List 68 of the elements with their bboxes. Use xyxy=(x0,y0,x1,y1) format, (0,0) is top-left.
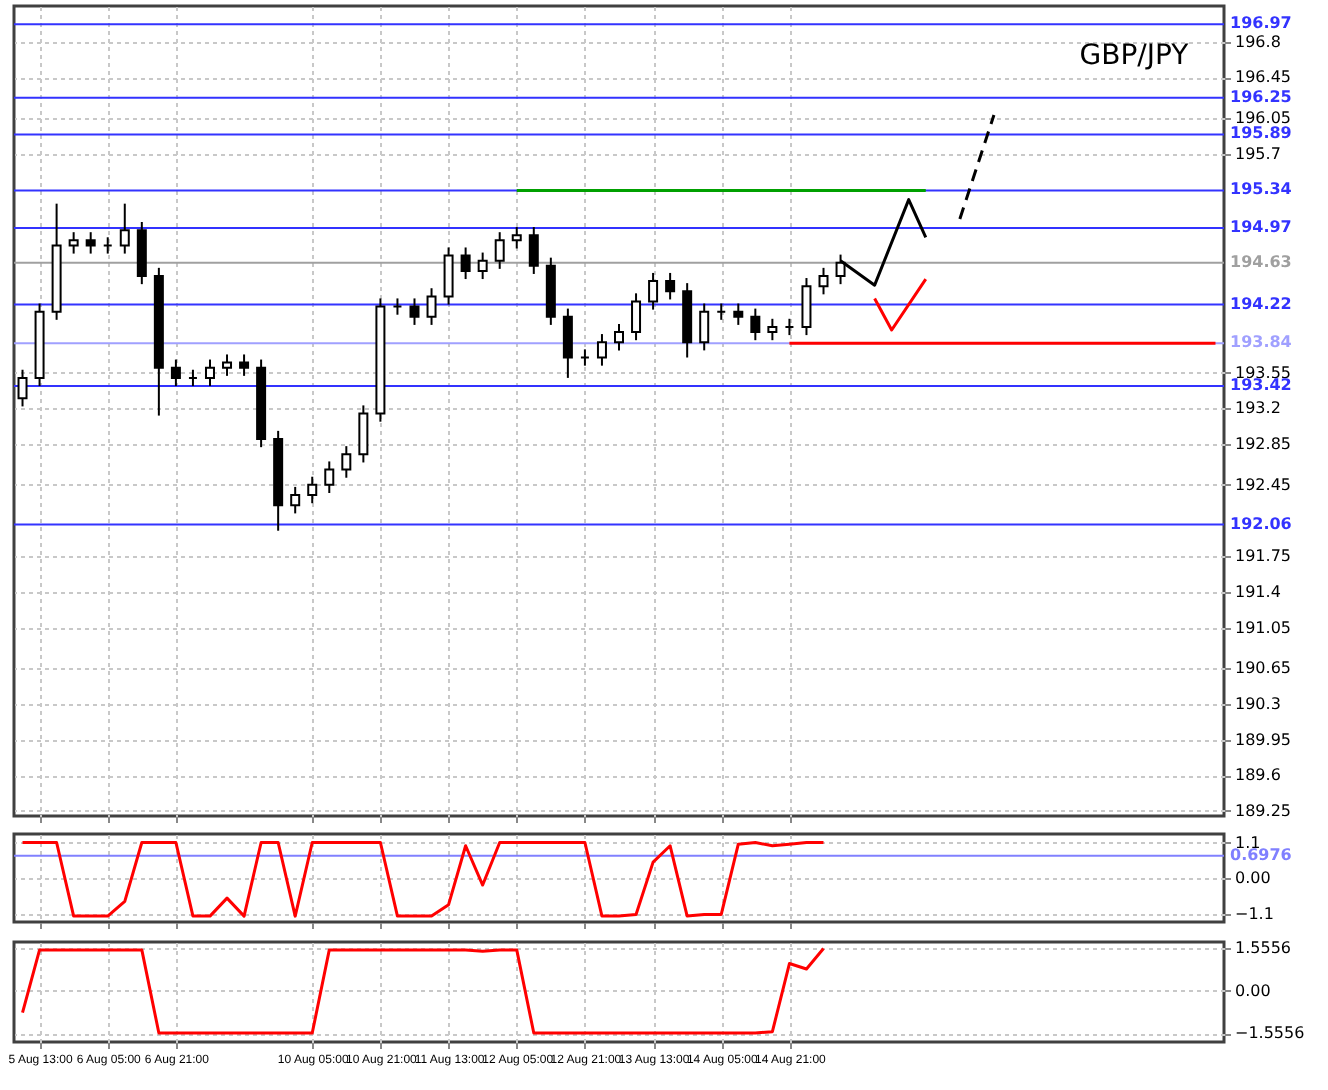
y-tick-label: 190.3 xyxy=(1235,694,1281,713)
y-tick-label: 189.95 xyxy=(1235,730,1291,749)
candlestick xyxy=(204,358,215,388)
candlestick xyxy=(767,317,778,342)
y-tick-label: 192.45 xyxy=(1235,475,1291,494)
candlestick xyxy=(648,271,659,311)
candlestick xyxy=(699,302,710,352)
candlestick xyxy=(733,302,744,326)
y-tick-label: 0.00 xyxy=(1235,869,1271,888)
y-tick-label: 193.2 xyxy=(1235,399,1281,418)
candlestick xyxy=(68,231,79,255)
y-tick-label: 191.75 xyxy=(1235,547,1291,566)
y-tick-label: 192.85 xyxy=(1235,435,1291,454)
ref-line-label: 196.97 xyxy=(1230,14,1292,33)
candlestick xyxy=(324,460,335,495)
y-tick-label: 196.8 xyxy=(1235,32,1281,51)
y-tick-label: 195.7 xyxy=(1235,144,1281,163)
candlestick xyxy=(631,292,642,342)
y-tick-label: 1.5556 xyxy=(1235,939,1291,958)
candlestick xyxy=(511,226,522,250)
candlestick xyxy=(528,226,539,275)
candlestick xyxy=(801,277,812,337)
y-tick-label: 0.00 xyxy=(1235,981,1271,1000)
candlestick xyxy=(665,271,676,301)
candlestick xyxy=(119,202,130,255)
candlestick xyxy=(477,251,488,281)
candlestick xyxy=(85,231,96,255)
candlestick xyxy=(596,333,607,367)
ref-line-label: 195.34 xyxy=(1230,180,1293,199)
y-tick-label: 190.65 xyxy=(1235,659,1291,678)
ref-line-label: 194.97 xyxy=(1230,218,1292,237)
ref-line-label: 194.63 xyxy=(1230,252,1292,271)
candlestick xyxy=(750,307,761,342)
candlestick xyxy=(17,368,28,408)
candlestick xyxy=(358,404,369,464)
line-series xyxy=(21,947,826,1035)
candlestick xyxy=(443,246,454,306)
y-tick-label: 191.4 xyxy=(1235,582,1281,601)
y-tick-label: −1.1 xyxy=(1235,905,1274,924)
candlestick xyxy=(614,322,624,352)
ref-line-label: 192.06 xyxy=(1230,514,1293,533)
ref-line-label: 193.84 xyxy=(1230,333,1293,352)
ref-line-label: 195.89 xyxy=(1230,124,1293,143)
candlestick xyxy=(426,287,437,326)
ref-line-label: 196.25 xyxy=(1230,87,1293,106)
candlestick xyxy=(562,307,573,379)
candlestick xyxy=(341,445,352,479)
candlestick xyxy=(239,353,250,377)
candlestick xyxy=(818,266,829,296)
y-tick-label: 189.25 xyxy=(1235,801,1291,820)
candlestick xyxy=(460,246,471,281)
candlestick xyxy=(307,475,318,505)
candlestick xyxy=(136,221,147,286)
ref-line-label: 193.42 xyxy=(1230,376,1292,395)
line-series xyxy=(21,841,826,918)
candlestick xyxy=(170,358,181,388)
y-tick-label: 196.05 xyxy=(1235,109,1291,128)
candlestick xyxy=(409,297,420,326)
candlestick xyxy=(222,353,233,377)
y-tick-label: 189.6 xyxy=(1235,766,1281,785)
candlestick xyxy=(494,231,505,270)
y-tick-label: −1.5556 xyxy=(1235,1024,1305,1043)
y-tick-label: 191.05 xyxy=(1235,618,1291,637)
ref-line-label: 0.6976 xyxy=(1230,845,1293,864)
ref-line-label: 194.22 xyxy=(1230,294,1292,313)
candlestick xyxy=(290,485,301,515)
y-tick-label: 196.45 xyxy=(1235,68,1291,87)
text: GBP/JPY xyxy=(1079,40,1190,72)
